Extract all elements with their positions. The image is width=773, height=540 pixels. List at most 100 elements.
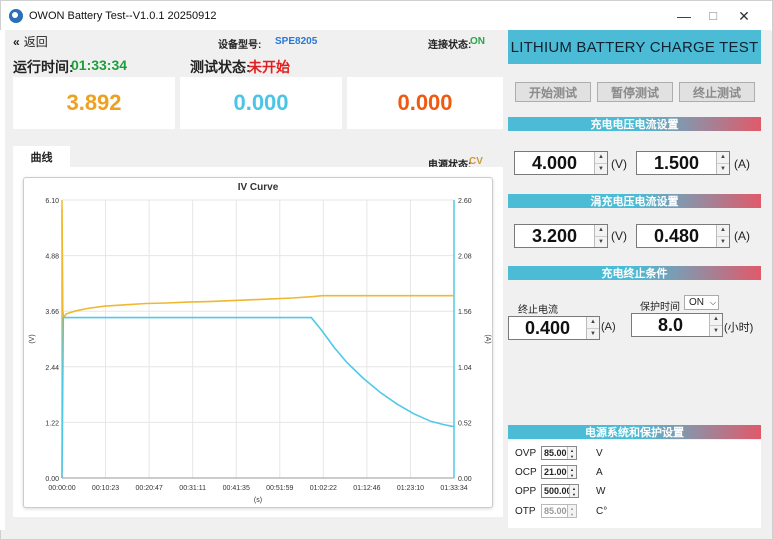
power-state-value: CV — [469, 156, 483, 167]
current-readout: 0.000 — [180, 77, 342, 129]
y-right-tick-label: 1.56 — [458, 309, 472, 316]
back-button[interactable]: «返回 — [13, 33, 48, 50]
protect-time-value: 8.0 — [657, 314, 684, 335]
title-bar: OWON Battery Test--V1.0.1 20250912 — ☐ ✕ — [1, 1, 772, 31]
ovp-label: OVP — [515, 448, 537, 459]
spin-arrows[interactable]: ▲ ▼ — [594, 152, 607, 174]
end-current-value: 0.400 — [524, 317, 571, 338]
y-left-tick-label: 0.00 — [45, 476, 59, 483]
spin-down-icon[interactable]: ▼ — [570, 491, 578, 497]
ovp-value: 85.00 — [544, 448, 567, 458]
app-logo-icon — [9, 9, 23, 23]
spin-down-icon[interactable]: ▼ — [568, 472, 576, 478]
spin-arrows[interactable]: ▲ ▼ — [716, 152, 729, 174]
spin-down-icon[interactable]: ▼ — [717, 235, 729, 247]
protect-time-dropdown[interactable]: ON ⌵ — [684, 295, 719, 310]
spin-arrows[interactable]: ▲ ▼ — [567, 447, 576, 459]
x-tick-label: 00:51:59 — [266, 485, 293, 492]
y-right-tick-label: 0.00 — [458, 476, 472, 483]
end-current-spinbox[interactable]: 0.400 ▲ ▼ — [508, 316, 600, 340]
trickle-settings-header: 涓充电压电流设置 — [508, 194, 761, 208]
trickle-voltage-value: 3.200 — [531, 225, 578, 246]
close-button[interactable]: ✕ — [738, 7, 750, 24]
trickle-voltage-spinbox[interactable]: 3.200 ▲ ▼ — [514, 224, 608, 248]
spin-up-icon[interactable]: ▲ — [570, 485, 578, 491]
spin-down-icon[interactable]: ▼ — [587, 327, 599, 339]
charge-current-spinbox[interactable]: 1.500 ▲ ▼ — [636, 151, 730, 175]
y-axis-left-label: (V) — [29, 334, 36, 343]
back-label: 返回 — [23, 34, 48, 49]
spin-up-icon[interactable]: ▲ — [568, 447, 576, 453]
minimize-button[interactable]: — — [677, 8, 691, 24]
trickle-current-spinbox[interactable]: 0.480 ▲ ▼ — [636, 224, 730, 248]
ovp-input[interactable]: 85.00 ▲ ▼ — [541, 446, 577, 460]
panel-banner: LITHIUM BATTERY CHARGE TEST — [508, 30, 761, 64]
connection-status-value: ON — [470, 36, 485, 47]
iv-chart-container: IV Curve 00:00:00 00:10:23 00:20:47 00:31:11… — [23, 177, 493, 508]
spin-up-icon[interactable]: ▲ — [587, 317, 599, 328]
runtime-label: 运行时间: — [13, 59, 74, 75]
x-tick-label: 01:02:22 — [310, 485, 337, 492]
otp-input[interactable]: 85.000 ▲ ▼ — [541, 504, 577, 518]
y-left-tick-label: 3.66 — [45, 309, 59, 316]
spin-arrows[interactable]: ▲ ▼ — [567, 505, 576, 517]
spin-arrows[interactable]: ▲ ▼ — [709, 314, 722, 336]
end-current-unit: (A) — [601, 321, 616, 333]
x-tick-label: 00:20:47 — [135, 485, 162, 492]
protect-time-label: 保护时间 — [640, 302, 680, 313]
protect-time-spinbox[interactable]: 8.0 ▲ ▼ — [631, 313, 723, 337]
spin-arrows[interactable]: ▲ ▼ — [569, 485, 578, 497]
otp-label: OTP — [515, 506, 536, 517]
y-left-tick-label: 4.88 — [45, 254, 59, 261]
spin-down-icon[interactable]: ▼ — [568, 453, 576, 459]
spin-up-icon[interactable]: ▲ — [595, 225, 607, 236]
trickle-current-unit: (A) — [734, 229, 750, 243]
otp-value: 85.000 — [544, 506, 572, 516]
spin-arrows[interactable]: ▲ ▼ — [594, 225, 607, 247]
tab-curve[interactable]: 曲线 — [13, 146, 70, 168]
spin-up-icon[interactable]: ▲ — [717, 225, 729, 236]
spin-up-icon[interactable]: ▲ — [568, 505, 576, 511]
spin-up-icon[interactable]: ▲ — [710, 314, 722, 325]
opp-input[interactable]: 500.000 ▲ ▼ — [541, 484, 579, 498]
runtime-value: 01:33:34 — [71, 57, 128, 73]
maximize-button[interactable]: ☐ — [708, 10, 718, 23]
spin-arrows[interactable]: ▲ ▼ — [586, 317, 599, 339]
spin-up-icon[interactable]: ▲ — [717, 152, 729, 163]
spin-down-icon[interactable]: ▼ — [710, 324, 722, 336]
spin-down-icon[interactable]: ▼ — [717, 162, 729, 174]
pause-test-button[interactable]: 暂停测试 — [597, 82, 673, 102]
trickle-current-value: 0.480 — [653, 225, 700, 246]
device-model-label: 设备型号: — [218, 40, 262, 51]
spin-down-icon[interactable]: ▼ — [595, 235, 607, 247]
spin-arrows[interactable]: ▲ ▼ — [567, 466, 576, 478]
y-right-tick-label: 0.52 — [458, 420, 472, 427]
voltage-series-line — [61, 209, 454, 320]
spin-arrows[interactable]: ▲ ▼ — [716, 225, 729, 247]
protect-time-unit: (小时) — [724, 322, 754, 334]
ocp-input[interactable]: 21.000 ▲ ▼ — [541, 465, 577, 479]
ocp-unit: A — [596, 467, 603, 478]
x-tick-label: 01:33:34 — [440, 485, 467, 492]
charge-settings-header: 充电电压电流设置 — [508, 117, 761, 131]
start-test-button[interactable]: 开始测试 — [515, 82, 591, 102]
connection-status-label: 连接状态: — [428, 40, 472, 51]
spin-down-icon[interactable]: ▼ — [568, 511, 576, 517]
window-title: OWON Battery Test--V1.0.1 20250912 — [29, 10, 217, 22]
y-left-tick-label: 6.10 — [45, 198, 59, 205]
spin-up-icon[interactable]: ▲ — [568, 466, 576, 472]
test-status-label: 测试状态: — [190, 59, 251, 75]
opp-value: 500.000 — [544, 486, 577, 496]
x-tick-label: 00:10:23 — [92, 485, 119, 492]
spin-up-icon[interactable]: ▲ — [595, 152, 607, 163]
y-right-tick-label: 2.60 — [458, 198, 472, 205]
left-edge-strip — [0, 30, 5, 530]
y-left-tick-label: 2.44 — [45, 365, 59, 372]
spin-down-icon[interactable]: ▼ — [595, 162, 607, 174]
charge-voltage-spinbox[interactable]: 4.000 ▲ ▼ — [514, 151, 608, 175]
power-readout: 0.000 — [347, 77, 503, 129]
stop-test-button[interactable]: 终止测试 — [679, 82, 755, 102]
ocp-label: OCP — [515, 467, 537, 478]
chart-title: IV Curve — [238, 182, 279, 193]
y-left-tick-label: 1.22 — [45, 420, 59, 427]
